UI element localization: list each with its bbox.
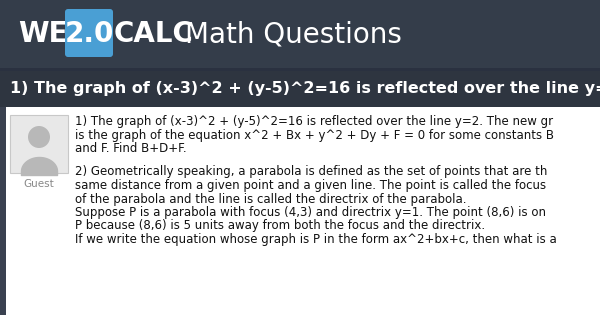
Text: If we write the equation whose graph is P in the form ax^2+bx+c, then what is a: If we write the equation whose graph is … xyxy=(75,233,557,246)
Bar xyxy=(0,68,600,71)
Text: and F. Find B+D+F.: and F. Find B+D+F. xyxy=(75,142,187,155)
Bar xyxy=(0,107,6,315)
Text: of the parabola and the line is called the directrix of the parabola.: of the parabola and the line is called t… xyxy=(75,192,467,205)
Bar xyxy=(0,71,600,107)
Text: P because (8,6) is 5 units away from both the focus and the directrix.: P because (8,6) is 5 units away from bot… xyxy=(75,220,485,232)
Text: CALC: CALC xyxy=(114,20,194,48)
FancyBboxPatch shape xyxy=(10,115,68,173)
Text: 2.0: 2.0 xyxy=(64,20,113,48)
Text: Guest: Guest xyxy=(23,179,55,189)
Text: Math Questions: Math Questions xyxy=(185,20,402,48)
Text: is the graph of the equation x^2 + Bx + y^2 + Dy + F = 0 for some constants B: is the graph of the equation x^2 + Bx + … xyxy=(75,129,554,141)
Text: same distance from a given point and a given line. The point is called the focus: same distance from a given point and a g… xyxy=(75,179,546,192)
Text: 1) The graph of (x-3)^2 + (y-5)^2=16 is reflected over the line y=2. The n: 1) The graph of (x-3)^2 + (y-5)^2=16 is … xyxy=(10,82,600,96)
Bar xyxy=(0,0,600,68)
Circle shape xyxy=(28,126,50,148)
FancyBboxPatch shape xyxy=(65,9,113,57)
Bar xyxy=(0,107,600,315)
Text: 1) The graph of (x-3)^2 + (y-5)^2=16 is reflected over the line y=2. The new gr: 1) The graph of (x-3)^2 + (y-5)^2=16 is … xyxy=(75,115,553,128)
Text: WEB: WEB xyxy=(18,20,89,48)
Text: Suppose P is a parabola with focus (4,3) and directrix y=1. The point (8,6) is o: Suppose P is a parabola with focus (4,3)… xyxy=(75,206,546,219)
Text: 2) Geometrically speaking, a parabola is defined as the set of points that are t: 2) Geometrically speaking, a parabola is… xyxy=(75,165,547,179)
